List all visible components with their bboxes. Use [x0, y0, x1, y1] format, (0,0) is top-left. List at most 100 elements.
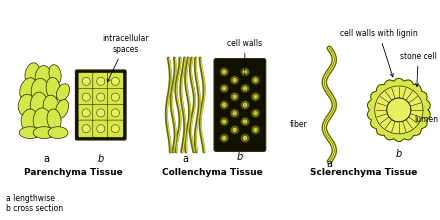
Text: intracellular
spaces: intracellular spaces [102, 34, 149, 82]
Ellipse shape [253, 78, 258, 82]
Ellipse shape [97, 77, 105, 85]
Ellipse shape [244, 137, 246, 139]
Ellipse shape [222, 136, 227, 141]
Ellipse shape [234, 96, 236, 98]
Ellipse shape [82, 93, 90, 101]
Ellipse shape [55, 99, 69, 118]
Ellipse shape [18, 94, 34, 116]
Ellipse shape [234, 129, 236, 131]
Ellipse shape [111, 125, 119, 133]
Ellipse shape [232, 94, 237, 99]
Ellipse shape [220, 68, 229, 76]
Ellipse shape [254, 112, 257, 114]
Ellipse shape [251, 76, 260, 84]
FancyBboxPatch shape [93, 120, 109, 137]
Text: a: a [326, 159, 332, 169]
Ellipse shape [223, 104, 225, 106]
Ellipse shape [35, 66, 51, 89]
Ellipse shape [223, 137, 225, 139]
Ellipse shape [220, 84, 229, 93]
Ellipse shape [251, 125, 260, 134]
Ellipse shape [82, 109, 90, 117]
Text: a: a [43, 154, 49, 164]
Ellipse shape [253, 111, 258, 116]
FancyBboxPatch shape [78, 120, 94, 137]
FancyBboxPatch shape [107, 88, 123, 106]
Text: lumen: lumen [402, 111, 439, 124]
Ellipse shape [49, 65, 61, 84]
Ellipse shape [254, 79, 257, 81]
Ellipse shape [241, 134, 249, 143]
Text: b: b [98, 154, 104, 164]
FancyBboxPatch shape [93, 73, 109, 90]
Ellipse shape [33, 127, 55, 139]
Ellipse shape [243, 136, 248, 141]
Ellipse shape [222, 103, 227, 107]
Polygon shape [375, 86, 423, 134]
Ellipse shape [111, 93, 119, 101]
Ellipse shape [222, 119, 227, 124]
Ellipse shape [243, 86, 248, 91]
FancyBboxPatch shape [93, 88, 109, 106]
Ellipse shape [46, 77, 60, 99]
Ellipse shape [223, 121, 225, 123]
Ellipse shape [48, 127, 68, 139]
Ellipse shape [241, 68, 249, 76]
Text: cell walls with lignin: cell walls with lignin [340, 29, 418, 77]
Ellipse shape [222, 86, 227, 91]
Ellipse shape [254, 96, 257, 98]
Ellipse shape [253, 94, 258, 99]
Text: a: a [182, 154, 188, 164]
Ellipse shape [230, 76, 239, 84]
Ellipse shape [220, 101, 229, 109]
Ellipse shape [253, 127, 258, 132]
Ellipse shape [243, 103, 248, 107]
Ellipse shape [30, 92, 48, 120]
Ellipse shape [244, 121, 246, 123]
Text: fiber: fiber [290, 120, 308, 129]
Ellipse shape [241, 117, 249, 126]
Ellipse shape [19, 127, 41, 139]
FancyBboxPatch shape [78, 104, 94, 121]
Ellipse shape [47, 109, 61, 131]
Ellipse shape [230, 92, 239, 101]
Ellipse shape [244, 71, 246, 73]
Ellipse shape [244, 87, 246, 89]
Ellipse shape [43, 95, 59, 119]
FancyBboxPatch shape [107, 104, 123, 121]
Text: Collenchyma Tissue: Collenchyma Tissue [162, 168, 263, 177]
Text: b: b [396, 149, 402, 160]
Ellipse shape [243, 119, 248, 124]
Ellipse shape [241, 84, 249, 93]
Ellipse shape [111, 109, 119, 117]
Ellipse shape [232, 78, 237, 82]
Ellipse shape [230, 109, 239, 118]
Ellipse shape [251, 109, 260, 118]
Ellipse shape [387, 98, 411, 122]
Ellipse shape [97, 109, 105, 117]
Text: b: b [237, 152, 243, 162]
Ellipse shape [223, 87, 225, 89]
Ellipse shape [82, 77, 90, 85]
Ellipse shape [56, 84, 70, 101]
Ellipse shape [243, 70, 248, 74]
FancyBboxPatch shape [214, 59, 266, 151]
Text: cell walls: cell walls [227, 39, 262, 82]
Ellipse shape [97, 125, 105, 133]
Text: stone cell: stone cell [400, 52, 436, 86]
FancyBboxPatch shape [93, 104, 109, 121]
Ellipse shape [232, 127, 237, 132]
Ellipse shape [111, 77, 119, 85]
Ellipse shape [220, 117, 229, 126]
Ellipse shape [232, 111, 237, 116]
Ellipse shape [241, 101, 249, 109]
Ellipse shape [33, 108, 51, 134]
FancyBboxPatch shape [107, 73, 123, 90]
Ellipse shape [220, 134, 229, 143]
FancyBboxPatch shape [78, 73, 94, 90]
Ellipse shape [251, 92, 260, 101]
Text: a lengthwise
b cross section: a lengthwise b cross section [6, 194, 63, 213]
Ellipse shape [244, 104, 246, 106]
FancyBboxPatch shape [75, 70, 126, 140]
Ellipse shape [254, 129, 257, 131]
